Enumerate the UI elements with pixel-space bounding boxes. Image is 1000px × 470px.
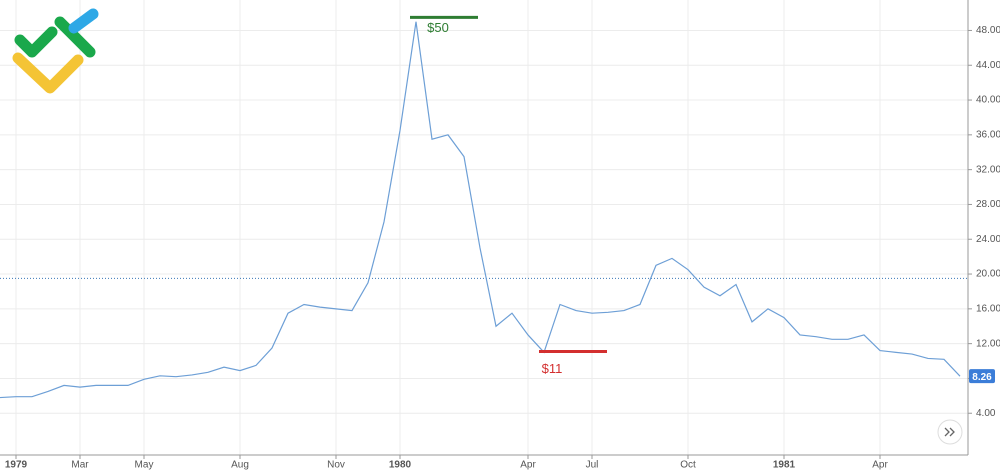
last-value-label: 8.26	[972, 372, 992, 383]
y-tick-label: 44.00	[976, 60, 1000, 71]
x-tick-label: Mar	[71, 460, 89, 470]
y-tick-label: 48.00	[976, 25, 1000, 36]
x-tick-label: Oct	[680, 460, 696, 470]
y-tick-label: 36.00	[976, 129, 1000, 140]
y-tick-label: 32.00	[976, 164, 1000, 175]
y-tick-label: 24.00	[976, 234, 1000, 245]
annotation-label: $50	[427, 20, 449, 35]
x-tick-label: 1981	[773, 460, 796, 470]
price-line	[0, 21, 961, 399]
y-tick-label: 4.00	[976, 408, 996, 419]
y-tick-label: 40.00	[976, 95, 1000, 106]
annotation-label: $11	[542, 361, 563, 376]
y-tick-label: 12.00	[976, 338, 1000, 349]
x-tick-label: Nov	[327, 460, 345, 470]
y-tick-label: 16.00	[976, 303, 1000, 314]
logo	[12, 8, 99, 94]
y-tick-label: 20.00	[976, 269, 1000, 280]
x-tick-label: Aug	[231, 460, 249, 470]
last-value-badge	[969, 369, 995, 384]
x-tick-label: Apr	[872, 460, 888, 470]
x-tick-label: Jul	[586, 460, 599, 470]
x-tick-label: 1980	[389, 460, 412, 470]
x-tick-label: 1979	[5, 460, 28, 470]
scroll-button[interactable]	[937, 419, 963, 445]
x-tick-label: May	[135, 460, 154, 470]
y-tick-label: 28.00	[976, 199, 1000, 210]
x-tick-label: Apr	[520, 460, 536, 470]
